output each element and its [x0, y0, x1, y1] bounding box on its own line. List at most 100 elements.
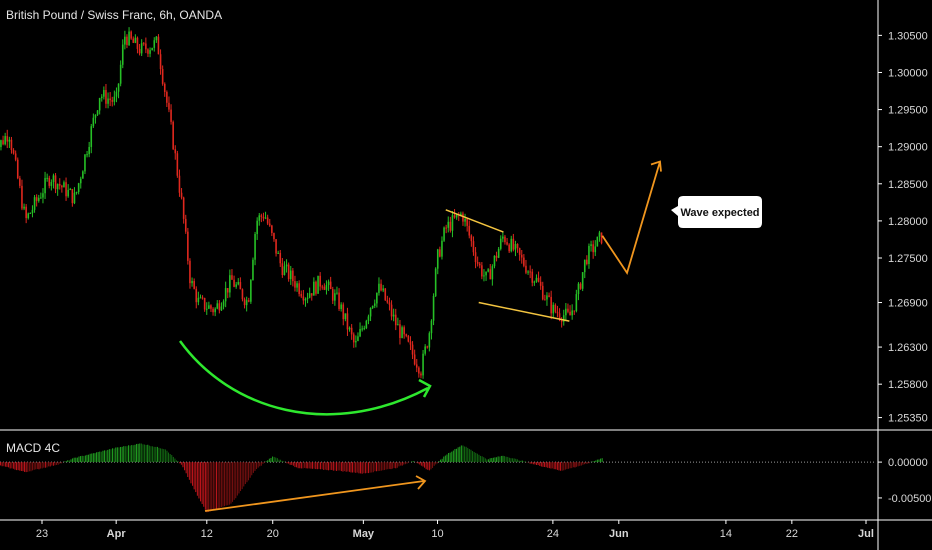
macd-tick-label: 0.00000 — [888, 457, 928, 469]
flag-lower-line — [478, 301, 570, 322]
candle-body — [361, 328, 363, 330]
candle-body — [455, 214, 458, 218]
candle-body — [121, 44, 124, 65]
candle-body — [430, 320, 433, 334]
candle-body — [516, 244, 519, 249]
candle-body — [197, 297, 200, 303]
candle-body — [184, 218, 187, 232]
candle-body — [145, 43, 147, 50]
candle-body — [499, 238, 502, 249]
candle-body — [210, 305, 212, 309]
candle-body — [575, 294, 578, 312]
candle-body — [296, 283, 298, 288]
date-tick-label: 12 — [201, 528, 213, 540]
candle-body — [247, 300, 250, 302]
candle-body — [44, 178, 46, 194]
candle-body — [380, 283, 382, 291]
candle-body — [132, 38, 135, 43]
candle-body — [153, 40, 156, 48]
candle-body — [310, 293, 313, 296]
macd-histogram — [0, 443, 876, 513]
candle-body — [426, 346, 429, 348]
candle-body — [168, 102, 170, 110]
candle-body — [525, 265, 527, 273]
candle-body — [203, 298, 206, 310]
candle-body — [6, 136, 9, 142]
candle-body — [420, 373, 422, 376]
candle-body — [279, 252, 282, 264]
candle-body — [302, 296, 305, 301]
candle-body — [216, 303, 219, 309]
price-tick-label: 1.30500 — [888, 30, 928, 42]
candle-body — [392, 314, 395, 317]
candle-body — [472, 241, 475, 253]
candle-body — [170, 109, 172, 122]
candle-body — [342, 304, 345, 320]
candle-body — [8, 139, 11, 142]
candle-body — [172, 121, 174, 150]
candle-body — [113, 96, 116, 102]
candle-body — [100, 96, 103, 99]
candle-body — [390, 304, 393, 317]
candle-body — [371, 305, 374, 308]
candle-body — [138, 48, 141, 54]
candle-body — [415, 364, 418, 368]
candle-body — [399, 324, 401, 338]
candle-body — [140, 43, 143, 54]
candle-body — [193, 281, 195, 289]
candle-body — [491, 266, 494, 280]
candle-body — [367, 316, 370, 321]
candle-body — [319, 275, 321, 287]
candle-body — [596, 236, 599, 247]
price-tick-label: 1.26900 — [888, 298, 928, 310]
candle-body — [149, 50, 151, 54]
macd-divergence-arrowhead — [415, 475, 427, 490]
date-tick-label: Jun — [609, 528, 629, 540]
candle-body — [195, 288, 198, 303]
candle-body — [25, 206, 27, 219]
candle-body — [470, 235, 473, 242]
candle-body — [82, 171, 84, 179]
candle-body — [329, 281, 332, 290]
candle-body — [523, 257, 525, 266]
candle-body — [592, 244, 594, 253]
candle-body — [58, 184, 61, 186]
date-tick-label: May — [353, 528, 375, 540]
candle-body — [275, 239, 277, 254]
candle-body — [373, 303, 376, 306]
candle-body — [258, 215, 261, 221]
candle-body — [176, 153, 179, 176]
candle-body — [441, 240, 443, 257]
candle-body — [134, 37, 137, 43]
candle-body — [464, 218, 466, 222]
candle-body — [535, 277, 538, 282]
candle-body — [187, 231, 189, 261]
candle-body — [453, 215, 456, 218]
candle-body — [352, 334, 355, 343]
candle-body — [434, 268, 437, 297]
date-tick-label: 22 — [786, 528, 798, 540]
candle-body — [35, 197, 38, 201]
candle-body — [504, 236, 506, 243]
candle-body — [537, 277, 540, 282]
candle-body — [527, 271, 529, 273]
candle-body — [157, 36, 160, 55]
candle-body — [260, 215, 263, 217]
candle-body — [403, 327, 405, 335]
candle-body — [512, 238, 515, 250]
candle-body — [52, 175, 55, 183]
candle-body — [19, 178, 21, 186]
candle-body — [252, 259, 254, 281]
macd-tick-label: -0.00500 — [888, 493, 931, 505]
candle-body — [565, 308, 567, 316]
candle-body — [109, 98, 111, 101]
candle-body — [518, 248, 521, 255]
candle-body — [598, 232, 601, 237]
projected-wave-line — [601, 161, 661, 275]
candle-body — [386, 300, 389, 303]
candle-body — [90, 126, 93, 147]
candle-body — [340, 304, 342, 309]
candle-body — [155, 36, 158, 41]
candle-body — [376, 292, 378, 304]
